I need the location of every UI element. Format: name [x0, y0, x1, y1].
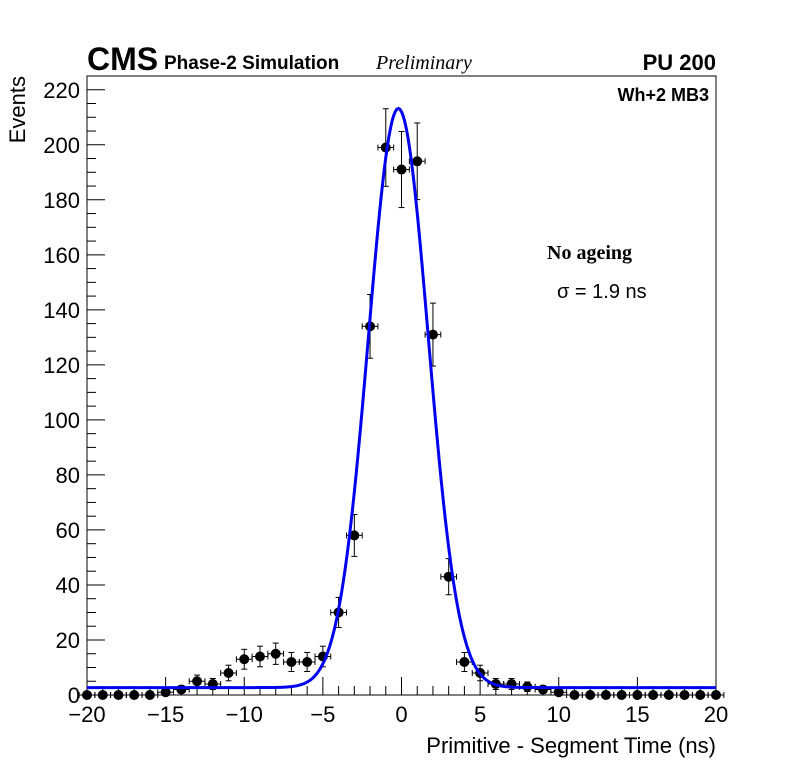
data-marker — [616, 690, 627, 700]
data-point — [629, 690, 646, 700]
x-tick-label: 20 — [704, 702, 728, 727]
data-point — [298, 651, 316, 673]
data-point — [676, 690, 693, 700]
y-tick-label: 60 — [56, 518, 80, 543]
data-marker — [286, 656, 297, 667]
y-tick-label: 100 — [43, 408, 80, 433]
preliminary-label: Preliminary — [375, 52, 472, 74]
data-point — [581, 690, 599, 700]
pileup-label: PU 200 — [643, 50, 716, 75]
y-axis-label: Events — [5, 76, 30, 143]
data-marker — [600, 690, 611, 700]
x-tick-label: 15 — [625, 702, 649, 727]
data-point — [141, 690, 159, 700]
data-marker — [176, 684, 187, 695]
data-marker — [144, 690, 155, 700]
data-marker — [396, 164, 407, 175]
data-point — [188, 674, 206, 688]
data-point — [125, 690, 143, 700]
y-tick-label: 180 — [43, 188, 80, 213]
data-point — [707, 690, 725, 700]
y-tick-label: 80 — [56, 463, 80, 488]
y-tick-label: 200 — [43, 133, 80, 158]
data-point — [78, 690, 96, 700]
y-tick-label: 220 — [43, 78, 80, 103]
y-tick-label: 120 — [43, 353, 80, 378]
data-point — [393, 131, 410, 209]
data-marker — [632, 690, 643, 700]
data-marker — [711, 690, 721, 700]
x-tick-label: −20 — [68, 702, 105, 727]
data-point — [345, 513, 363, 557]
data-marker — [254, 651, 265, 662]
data-marker — [648, 690, 659, 700]
x-tick-label: 0 — [395, 702, 407, 727]
data-marker — [679, 690, 690, 700]
data-marker — [82, 690, 92, 700]
data-point — [534, 684, 552, 695]
data-point — [220, 664, 237, 682]
y-tick-label: 0 — [68, 683, 80, 708]
data-marker — [459, 656, 470, 667]
data-point — [110, 690, 127, 700]
y-tick-label: 20 — [56, 628, 80, 653]
simulation-label: Phase-2 Simulation — [164, 53, 339, 74]
data-marker — [412, 156, 423, 167]
cms-label: CMS — [87, 41, 158, 77]
data-marker — [239, 654, 250, 665]
x-tick-label: −10 — [226, 702, 263, 727]
data-marker — [538, 684, 549, 695]
data-point — [172, 684, 190, 695]
data-point — [644, 690, 662, 700]
data-marker — [270, 648, 281, 659]
data-marker — [192, 676, 203, 687]
data-point — [660, 690, 678, 700]
data-marker — [427, 329, 438, 340]
data-marker — [569, 690, 580, 700]
data-point — [251, 645, 269, 668]
x-axis-label: Primitive - Segment Time (ns) — [426, 733, 716, 758]
data-marker — [553, 687, 564, 698]
x-tick-label: −15 — [147, 702, 184, 727]
data-marker — [97, 690, 108, 700]
data-point — [597, 690, 615, 700]
x-tick-label: 5 — [474, 702, 486, 727]
data-marker — [349, 530, 360, 541]
data-point — [613, 690, 631, 700]
data-marker — [663, 690, 674, 700]
station-label: Wh+2 MB3 — [617, 85, 709, 105]
data-point — [691, 690, 709, 700]
data-marker — [585, 690, 596, 700]
data-point — [424, 302, 442, 367]
x-tick-label: 10 — [547, 702, 571, 727]
data-point — [283, 651, 300, 673]
data-point — [235, 648, 253, 670]
gaussian-fit-curve — [87, 106, 716, 690]
x-tick-label: −5 — [310, 702, 335, 727]
data-point — [94, 690, 112, 700]
y-tick-label: 40 — [56, 573, 80, 598]
condition-annotation: No ageing — [547, 242, 632, 264]
y-tick-label: 140 — [43, 298, 80, 323]
data-point — [456, 651, 473, 673]
data-point — [267, 642, 285, 665]
data-marker — [223, 667, 234, 678]
data-point — [566, 690, 583, 700]
data-marker — [695, 690, 706, 700]
data-marker — [302, 656, 313, 667]
data-marker — [113, 690, 124, 700]
data-marker — [160, 687, 171, 698]
sigma-annotation: σ = 1.9 ns — [557, 281, 647, 303]
y-tick-label: 160 — [43, 243, 80, 268]
data-marker — [129, 690, 140, 700]
